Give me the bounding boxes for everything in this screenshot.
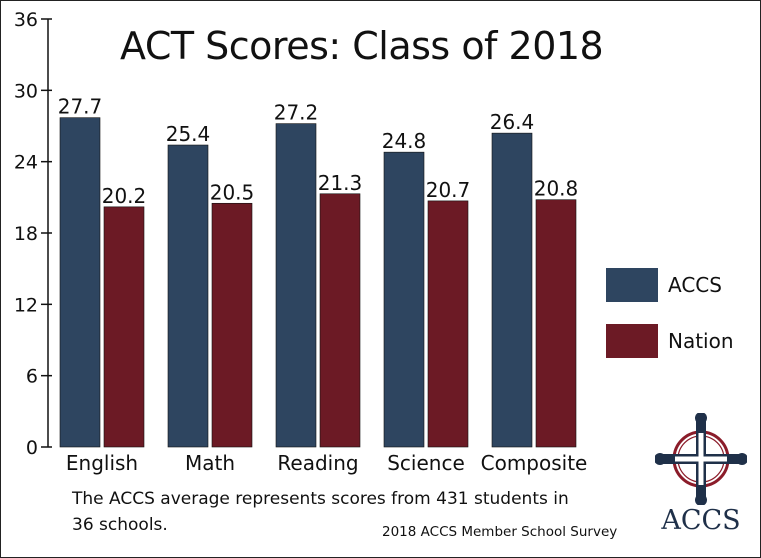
legend-label-accs: ACCS: [668, 273, 722, 297]
bar-accs-composite: [491, 132, 533, 448]
value-label: 26.4: [490, 110, 535, 134]
source-note: 2018 ACCS Member School Survey: [382, 524, 618, 540]
y-tick-label: 18: [14, 223, 38, 245]
y-tick-label: 30: [14, 80, 38, 102]
bars: [59, 117, 577, 448]
cross-icon: [654, 412, 748, 506]
footnote: The ACCS average represents scores from …: [72, 489, 569, 535]
accs-logo: ACCS: [654, 412, 748, 543]
bar-nation-composite: [535, 199, 577, 448]
bar-nation-math: [211, 202, 253, 448]
value-label: 20.5: [210, 180, 255, 204]
y-tick-label: 36: [14, 9, 38, 31]
x-tick-label: English: [66, 451, 138, 475]
value-label: 25.4: [166, 122, 211, 146]
value-label: 20.8: [534, 177, 579, 201]
x-tick-label: Reading: [277, 451, 358, 475]
bar-accs-english: [59, 117, 101, 448]
bar-accs-science: [383, 151, 425, 448]
value-label: 27.7: [58, 95, 103, 119]
bar-nation-science: [427, 200, 469, 448]
value-label: 21.3: [318, 171, 363, 195]
y-tick-label: 6: [26, 366, 38, 388]
legend-swatch-accs: [606, 268, 658, 302]
bar-nation-reading: [319, 193, 361, 448]
value-label: 24.8: [382, 129, 427, 153]
bar-accs-math: [167, 144, 209, 448]
x-tick-label: Math: [185, 451, 235, 475]
legend-swatch-nation: [606, 324, 658, 358]
labels: 27.7 20.2 English 25.4 20.5 Math 27.2 21.3 Readi…: [58, 95, 588, 475]
value-label: 27.2: [274, 101, 319, 125]
y-tick-label: 0: [26, 437, 38, 459]
bar-nation-english: [103, 206, 145, 448]
logo-text: ACCS: [661, 505, 741, 536]
value-label: 20.7: [426, 178, 471, 202]
y-tick-label: 12: [14, 294, 38, 316]
legend-label-nation: Nation: [668, 329, 734, 353]
y-tick-label: 24: [14, 152, 38, 174]
x-tick-label: Composite: [481, 451, 588, 475]
bar-accs-reading: [275, 123, 317, 448]
value-label: 20.2: [102, 184, 147, 208]
axes: 0 6 12 18 24 30 36: [14, 9, 52, 459]
chart-title: ACT Scores: Class of 2018: [120, 24, 604, 68]
x-tick-label: Science: [387, 451, 465, 475]
